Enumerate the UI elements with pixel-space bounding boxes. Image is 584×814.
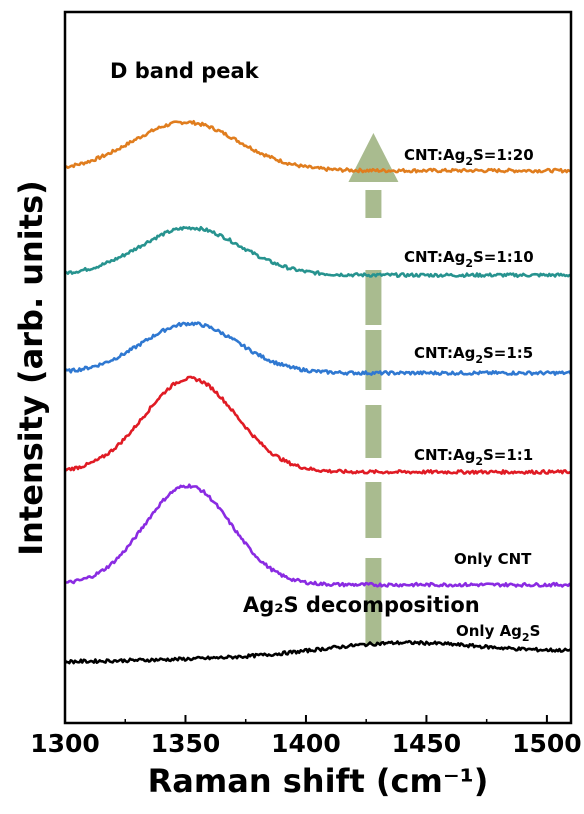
arrow-layer [348,133,399,645]
x-tick-label: 1350 [151,729,221,758]
arrow-dash [365,558,382,645]
series-label: CNT:Ag2S=1:10 [404,248,534,270]
decomposition-annotation: Ag₂S decomposition [243,593,480,617]
plot-frame [63,10,573,725]
series-label: Only Ag2S [456,622,540,644]
x-tick-label: 1500 [512,729,582,758]
arrow-dash [365,405,382,458]
d-band-annotation: D band peak [110,59,260,83]
label-layer: CNT:Ag2S=1:20 CNT:Ag2S=1:10 CNT:Ag2S=1:5 CN… [404,146,540,644]
series-line [64,375,572,475]
series-line [64,120,572,174]
arrow-head [348,133,399,182]
series-label: Only CNT [454,550,532,568]
x-axis-title: Raman shift (cm⁻¹) [148,762,489,800]
x-tick-label: 1300 [30,729,100,758]
arrow-dash [365,190,382,218]
arrow-dash [365,330,382,390]
series-label: CNT:Ag2S=1:5 [414,344,533,366]
series-line [63,639,572,665]
arrow-dash [365,270,382,325]
series-line [63,321,573,376]
arrow-dash [365,482,382,538]
series-layer [63,120,573,665]
y-axis-title: Intensity (arb. units) [12,180,50,555]
series-line [64,483,573,588]
series-label: CNT:Ag2S=1:20 [404,146,534,168]
series-line [64,225,572,278]
series-label: CNT:Ag2S=1:1 [414,446,533,468]
x-axis-ticks: 1300 1350 1400 1450 1500 [30,715,582,758]
x-tick-label: 1400 [271,729,341,758]
x-tick-label: 1450 [392,729,462,758]
